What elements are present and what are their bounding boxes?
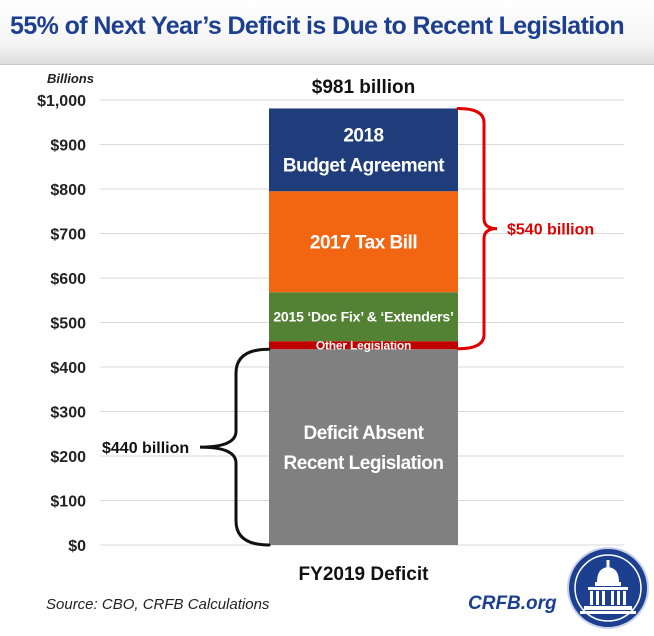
segment-label: Budget Agreement xyxy=(283,155,445,176)
bar-segment xyxy=(269,349,458,545)
segment-label: Deficit Absent xyxy=(303,423,424,444)
brand-link[interactable]: CRFB.org xyxy=(468,593,557,614)
brace-label-left: $440 billion xyxy=(102,440,189,457)
y-tick-label: $800 xyxy=(50,182,86,199)
y-axis-label: Billions xyxy=(47,71,94,86)
y-tick-label: $900 xyxy=(50,138,86,155)
segment-label: 2017 Tax Bill xyxy=(310,232,417,253)
y-tick-label: $200 xyxy=(50,449,86,466)
y-tick-label: $600 xyxy=(50,271,86,288)
title-banner: 55% of Next Year’s Deficit is Due to Rec… xyxy=(0,0,654,65)
bar-segment xyxy=(269,292,458,342)
x-category-label: FY2019 Deficit xyxy=(299,564,430,585)
segment-label: Other Legislation xyxy=(316,338,411,352)
source-note: Source: CBO, CRFB Calculations xyxy=(46,596,270,613)
crfb-capitol-seal-icon xyxy=(567,547,649,629)
page-title: 55% of Next Year’s Deficit is Due to Rec… xyxy=(10,12,625,40)
y-tick-label: $1,000 xyxy=(37,93,86,110)
bar-segment xyxy=(269,341,458,350)
bar-segment xyxy=(269,108,458,192)
total-label: $981 billion xyxy=(312,77,415,98)
y-tick-label: $700 xyxy=(50,227,86,244)
segment-label: 2015 ‘Doc Fix’ & ‘Extenders’ xyxy=(273,309,453,325)
y-tick-label: $400 xyxy=(50,360,86,377)
brace-label-right: $540 billion xyxy=(507,222,594,239)
y-tick-label: $300 xyxy=(50,405,86,422)
y-tick-label: $100 xyxy=(50,494,86,511)
segment-label: 2018 xyxy=(343,125,383,146)
y-tick-label: $500 xyxy=(50,316,86,333)
right-brace xyxy=(456,106,498,351)
y-tick-label: $0 xyxy=(68,538,86,555)
segment-label: Recent Legislation xyxy=(284,453,444,474)
left-brace xyxy=(199,347,271,547)
bar-segment xyxy=(269,191,458,293)
